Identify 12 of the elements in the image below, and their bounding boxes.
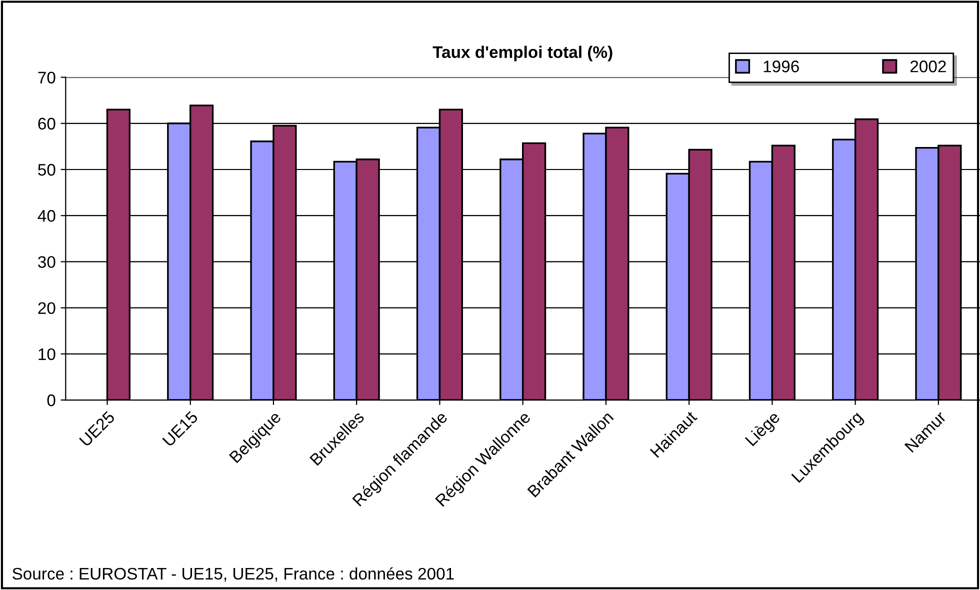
chart-title: Taux d'emploi total (%) (432, 46, 612, 62)
legend-label: 2002 (910, 60, 946, 72)
y-tick-label: 20 (38, 302, 56, 314)
legend-label: 1996 (764, 60, 799, 72)
y-tick-label: 0 (47, 394, 56, 406)
y-tick-label: 10 (38, 348, 56, 360)
y-tick-label: 60 (38, 118, 56, 130)
y-tick-label: 70 (38, 72, 56, 84)
y-tick-label: 30 (38, 256, 56, 268)
y-tick-label: 40 (38, 210, 56, 222)
y-tick-label: 50 (38, 164, 56, 176)
source-note: Source : EUROSTAT - UE15, UE25, France : données 2001 (12, 567, 454, 582)
